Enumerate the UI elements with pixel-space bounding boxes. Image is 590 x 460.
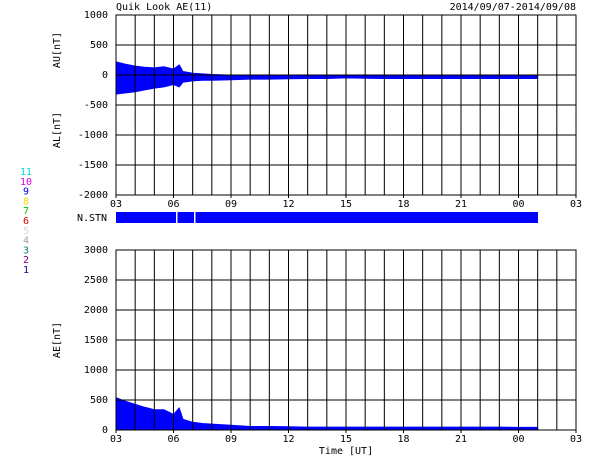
station-label: 9 <box>23 187 29 198</box>
station-label: 1 <box>23 265 29 276</box>
x-tick-label: 06 <box>167 434 179 445</box>
date-range: 2014/09/07-2014/09/08 <box>450 2 576 13</box>
y-tick-label: 1000 <box>84 10 108 21</box>
x-tick-label: 00 <box>512 199 524 210</box>
station-label: 7 <box>23 206 29 217</box>
station-label: 5 <box>23 226 29 237</box>
area <box>115 74 539 95</box>
station-label: 6 <box>23 216 29 227</box>
x-tick-label: 15 <box>340 434 352 445</box>
y-axis-label: AE[nT] <box>52 322 63 358</box>
nstn-bar <box>116 212 538 223</box>
y-tick-label: 1000 <box>84 365 108 376</box>
x-tick-label: 03 <box>570 199 582 210</box>
x-tick-label: 15 <box>340 199 352 210</box>
x-tick-label: 09 <box>225 199 237 210</box>
y-tick-label: -1000 <box>78 130 108 141</box>
y-tick-label: 1500 <box>84 335 108 346</box>
x-tick-label: 03 <box>110 434 122 445</box>
plot-frame <box>115 249 577 431</box>
station-label: 3 <box>23 245 29 256</box>
station-label: 2 <box>23 255 29 266</box>
x-tick-label: 21 <box>455 199 467 210</box>
y-tick-label: -1500 <box>78 160 108 171</box>
x-tick-label: 18 <box>397 199 409 210</box>
y-tick-label: -500 <box>84 100 108 111</box>
y-axis-label: AU[nT] <box>52 32 63 68</box>
y-tick-label: 500 <box>90 395 108 406</box>
station-label: 8 <box>23 196 29 207</box>
nstn-gap <box>176 212 178 223</box>
y-tick-label: 500 <box>90 40 108 51</box>
x-axis-label: Time [UT] <box>319 446 373 457</box>
x-tick-label: 12 <box>282 434 294 445</box>
x-tick-label: 09 <box>225 434 237 445</box>
x-tick-label: 21 <box>455 434 467 445</box>
x-tick-label: 03 <box>570 434 582 445</box>
x-tick-label: 06 <box>167 199 179 210</box>
station-label: 11 <box>20 167 32 178</box>
station-label: 4 <box>23 236 29 247</box>
y-tick-label: 3000 <box>84 245 108 256</box>
plot-frame <box>115 14 577 196</box>
y-tick-label: 2000 <box>84 305 108 316</box>
y-tick-label: 0 <box>102 425 108 436</box>
nstn-fill <box>116 212 538 223</box>
x-tick-label: 03 <box>110 199 122 210</box>
nstn-gap <box>194 212 196 223</box>
x-tick-label: 00 <box>512 434 524 445</box>
station-label: 10 <box>20 177 32 188</box>
area <box>115 397 539 431</box>
y-axis-label: AL[nT] <box>52 112 63 148</box>
x-tick-label: 12 <box>282 199 294 210</box>
nstn-label: N.STN <box>77 213 107 224</box>
y-tick-label: -2000 <box>78 190 108 201</box>
y-tick-label: 2500 <box>84 275 108 286</box>
x-tick-label: 18 <box>397 434 409 445</box>
y-tick-label: 0 <box>102 70 108 81</box>
chart-title: Quik Look AE(11) <box>116 2 212 13</box>
